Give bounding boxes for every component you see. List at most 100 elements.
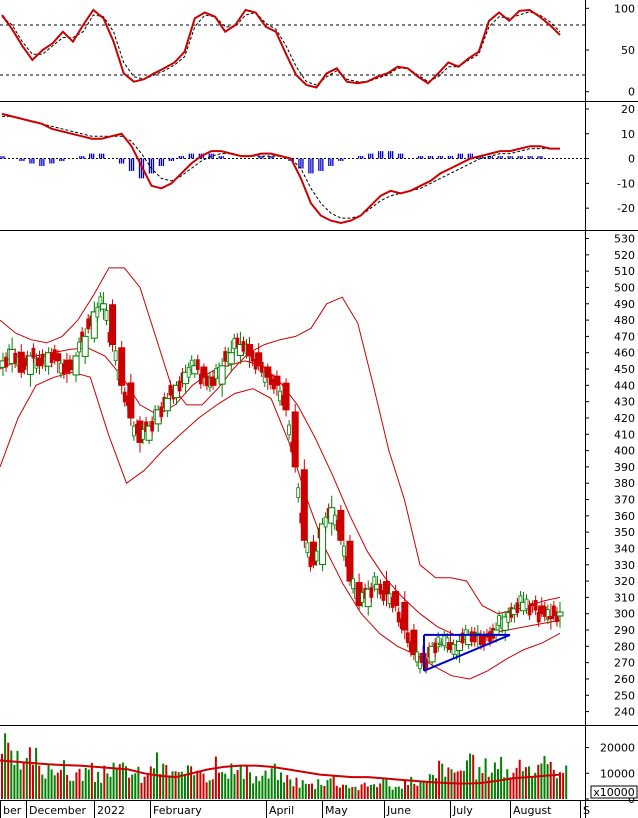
candle-body xyxy=(81,335,89,357)
candle-body xyxy=(387,593,392,604)
candle-body xyxy=(90,311,98,339)
candle-body xyxy=(405,632,410,643)
candle-body xyxy=(268,374,273,386)
candle-body xyxy=(433,642,438,654)
candle-body xyxy=(195,359,200,370)
candle-body xyxy=(415,651,419,663)
candle-body xyxy=(369,587,374,598)
date-label: June xyxy=(386,804,411,817)
candle-body xyxy=(323,516,328,528)
candle-body xyxy=(424,658,428,670)
candle-body xyxy=(177,380,182,392)
date-label: August xyxy=(513,804,552,817)
y-tick-label: 280 xyxy=(614,640,635,653)
y-tick-label: 490 xyxy=(614,298,635,311)
candle-body xyxy=(54,353,62,362)
candle-body xyxy=(95,306,100,318)
y-tick-label: 320 xyxy=(614,575,635,588)
candle-body xyxy=(545,609,550,620)
candle-body xyxy=(488,631,492,642)
candle-body xyxy=(31,347,36,359)
volume-unit-label: x10000 xyxy=(593,786,635,799)
candle-body xyxy=(113,350,118,362)
candle-body xyxy=(118,347,126,386)
candle-body xyxy=(227,352,235,365)
candle-body xyxy=(351,578,355,590)
y-tick-label: 0 xyxy=(628,86,635,99)
y-tick-label: 260 xyxy=(614,673,635,686)
candle-body xyxy=(410,629,418,655)
stochastic-k-line xyxy=(1,8,561,89)
candle-body xyxy=(223,351,228,362)
stochastic-signal-line xyxy=(1,11,561,86)
bollinger-band-line xyxy=(0,267,561,615)
y-tick-label: 20 xyxy=(621,103,635,116)
y-tick-label: 10000 xyxy=(600,767,635,780)
macd-panel: -20 -10 0 10 20 xyxy=(0,103,635,225)
candle-body xyxy=(26,355,34,375)
candle-body xyxy=(205,375,209,386)
candle-body xyxy=(346,540,354,582)
candle-body xyxy=(131,425,136,437)
y-tick-label: 270 xyxy=(614,657,635,670)
candle-body xyxy=(273,375,281,386)
y-tick-label: 480 xyxy=(614,314,635,327)
y-tick-label: 360 xyxy=(614,510,635,523)
candle-body xyxy=(287,424,292,436)
candle-body xyxy=(159,406,164,418)
candle-body xyxy=(72,355,80,376)
triangle-support-line xyxy=(423,633,511,672)
candle-body xyxy=(314,550,319,562)
candle-body xyxy=(13,352,18,364)
stochastic-panel: 0 50 100 xyxy=(0,2,635,99)
candle-body xyxy=(383,581,391,595)
y-tick-label: 410 xyxy=(614,428,635,441)
candle-body xyxy=(378,583,383,595)
y-tick-label: 460 xyxy=(614,347,635,360)
date-label: May xyxy=(325,804,348,817)
price-panel: 240 250 260 270 280 290 300 310 320 330 340 350 360 3… xyxy=(0,233,635,719)
candle-body xyxy=(319,523,327,566)
y-tick-label: 350 xyxy=(614,526,635,539)
candle-body xyxy=(214,368,218,379)
date-label: December xyxy=(29,804,87,817)
candle-body xyxy=(4,356,8,368)
y-tick-label: 470 xyxy=(614,330,635,343)
candle-body xyxy=(141,429,145,440)
candle-body xyxy=(49,352,54,363)
y-tick-label: 440 xyxy=(614,379,635,392)
candle-body xyxy=(436,636,441,648)
candle-body xyxy=(478,634,483,646)
candle-body xyxy=(524,598,529,610)
candle-body xyxy=(527,604,532,616)
candle-body xyxy=(472,631,477,643)
candle-body xyxy=(250,351,255,362)
date-label: July xyxy=(452,804,473,817)
y-tick-label: 420 xyxy=(614,412,635,425)
candle-body xyxy=(451,644,456,655)
candle-body xyxy=(515,602,520,613)
candle-body xyxy=(58,362,63,374)
date-label: S xyxy=(583,804,590,817)
candle-body xyxy=(506,612,511,623)
candle-body xyxy=(259,361,264,373)
date-label: February xyxy=(153,804,202,817)
candle-body xyxy=(186,366,191,378)
candle-body xyxy=(360,592,365,603)
candle-body xyxy=(401,601,409,631)
y-tick-label: 450 xyxy=(614,363,635,376)
y-tick-label: 310 xyxy=(614,591,635,604)
candle-body xyxy=(22,359,27,370)
candle-body xyxy=(99,303,107,310)
candle-body xyxy=(396,611,401,623)
candle-body xyxy=(122,391,127,403)
volume-moving-average xyxy=(0,759,561,785)
volume-panel: 0 10000 20000 x10000 xyxy=(0,733,638,806)
date-axis: ber December 2022 February April May June July A… xyxy=(0,800,590,818)
candle-body xyxy=(278,390,282,402)
candle-body xyxy=(442,635,447,647)
date-label: 2022 xyxy=(97,804,125,817)
unit-label-box xyxy=(590,785,638,799)
